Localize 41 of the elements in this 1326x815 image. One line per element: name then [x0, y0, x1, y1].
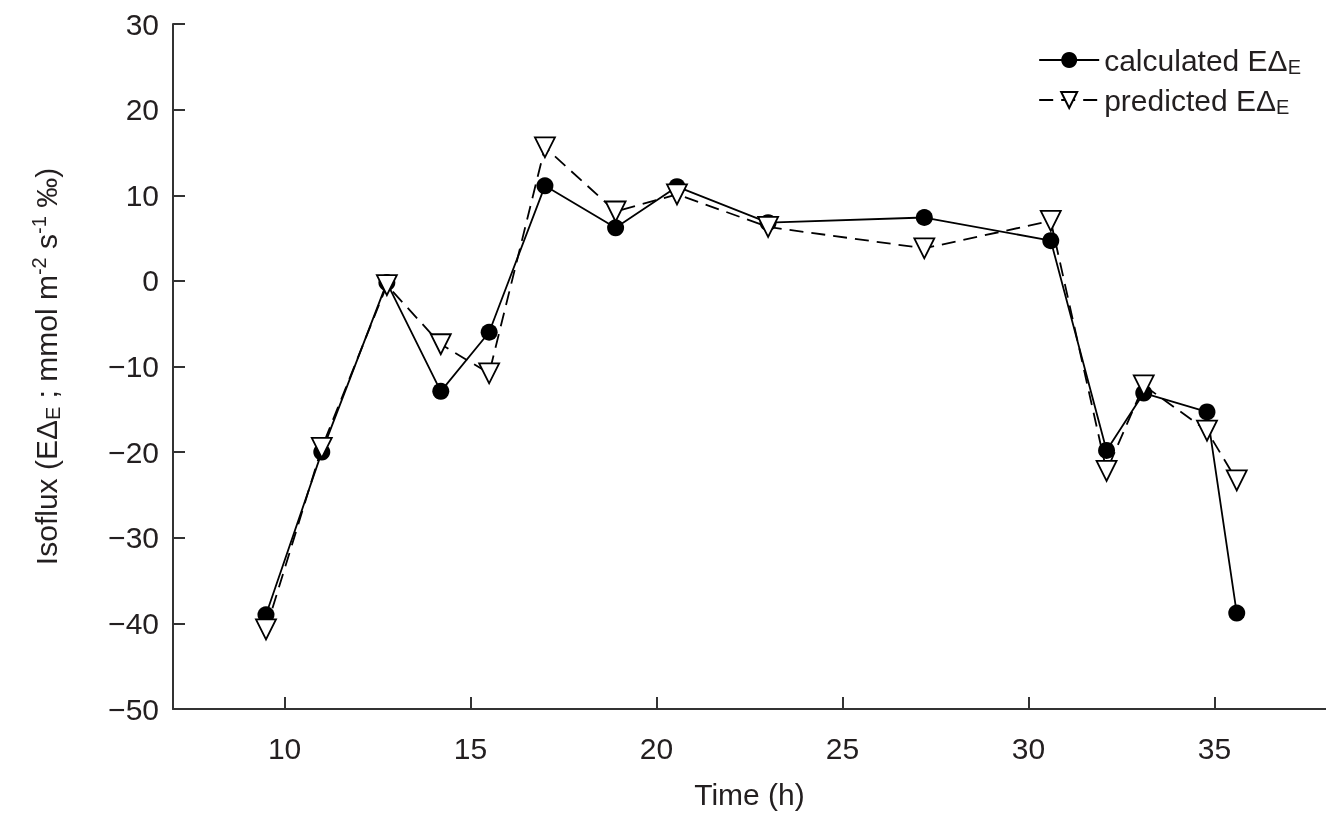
y-tick-label: −20 [108, 435, 159, 469]
point [432, 382, 450, 400]
point [757, 216, 779, 238]
y-tick-label: 10 [125, 178, 159, 212]
y-tick-label: −50 [108, 692, 159, 726]
point [913, 237, 936, 260]
y-tick-label: −30 [108, 521, 159, 555]
point [1095, 460, 1118, 482]
x-tick-label: 35 [1197, 731, 1232, 765]
point [534, 136, 556, 159]
point [1228, 604, 1246, 622]
point [1098, 441, 1116, 459]
x-tick-label: 10 [267, 731, 302, 765]
point [604, 200, 627, 223]
point [1196, 419, 1218, 442]
y-tick-label: −10 [108, 350, 159, 383]
x-tick-label: 20 [639, 731, 674, 765]
point [1198, 403, 1216, 421]
x-tick-label: 30 [1011, 731, 1046, 765]
point [915, 209, 933, 227]
y-tick-label: 20 [125, 93, 159, 127]
y-tick-label: 30 [125, 7, 159, 41]
point [480, 323, 498, 341]
y-tick-label: 0 [142, 264, 159, 298]
point [310, 436, 333, 459]
point [666, 183, 688, 206]
point [255, 618, 277, 641]
point [1039, 210, 1062, 232]
point [1042, 232, 1060, 250]
point [536, 177, 554, 195]
x-axis-title: Time (h) [694, 777, 805, 811]
x-tick-label: 25 [825, 731, 860, 765]
point [1132, 374, 1155, 397]
point [375, 274, 398, 297]
point [429, 333, 452, 356]
point [1225, 469, 1248, 492]
point [607, 219, 625, 237]
x-tick-label: 15 [453, 731, 488, 765]
y-tick-label: −40 [108, 606, 159, 640]
point [478, 362, 501, 385]
y-axis-title: Isoflux (EΔE ; mmol m-2 s-1 ‰) [28, 167, 64, 566]
